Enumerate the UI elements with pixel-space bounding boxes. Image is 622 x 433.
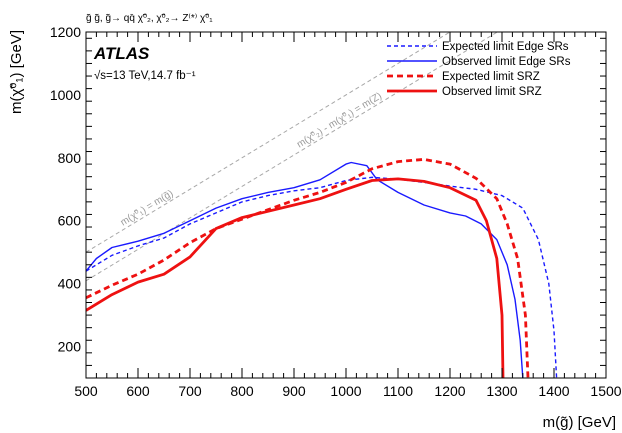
x-tick-label: 1200: [434, 383, 465, 399]
x-tick-label: 700: [178, 383, 202, 399]
legend-entry-label: Observed limit SRZ: [442, 86, 542, 98]
diagonal-line-labels: m(χ̃⁰₁) = m(g̃) m(χ̃⁰₂) - m(χ̃⁰₁) = m(Z): [119, 91, 384, 229]
diagonal-line: [86, 32, 451, 253]
x-axis-title: m(g̃) [GeV]: [543, 414, 616, 431]
x-tick-label: 600: [126, 383, 150, 399]
y-tick-label: 200: [58, 339, 82, 355]
legend: Expected limit Edge SRs Observed limit Ed…: [387, 41, 571, 98]
x-tick-label: 1100: [383, 383, 413, 399]
axis-ticks: [85, 32, 607, 379]
series-line: [86, 158, 530, 378]
legend-entry-label: Observed limit Edge SRs: [442, 56, 571, 68]
y-tick-label: 400: [58, 276, 82, 292]
legend-entry-label: Expected limit SRZ: [442, 71, 540, 83]
diagonal-line-label: m(χ̃⁰₁) = m(g̃): [119, 188, 176, 228]
legend-entry-label: Expected limit Edge SRs: [442, 41, 569, 53]
x-tick-label: 800: [230, 383, 254, 399]
limit-contours: [86, 158, 558, 378]
process-label: g̃ g̃, g̃→ qq̄ χ̃⁰₂, χ̃⁰₂→ Z⁽*⁾ χ̃⁰₁: [86, 13, 213, 24]
series-line: [86, 177, 505, 378]
axis-tick-labels: 500 600 700 800 900 1000 1100 1200 1300 1400 1500 2…: [50, 24, 622, 399]
experiment-label: ATLAS: [93, 44, 150, 63]
diagonal-line-label: m(χ̃⁰₂) - m(χ̃⁰₁) = m(Z): [295, 91, 384, 151]
x-tick-label: 1500: [590, 383, 621, 399]
y-tick-label: 800: [58, 150, 82, 166]
x-tick-label: 1400: [538, 383, 569, 399]
y-tick-label: 600: [58, 213, 82, 229]
y-tick-label: 1000: [50, 87, 81, 103]
x-tick-label: 1000: [330, 383, 361, 399]
series-line: [86, 161, 524, 378]
y-tick-label: 1200: [50, 24, 81, 40]
x-tick-label: 1300: [486, 383, 517, 399]
x-tick-label: 900: [282, 383, 306, 399]
energy-luminosity-label: √s=13 TeV,14.7 fb⁻¹: [94, 69, 196, 82]
x-tick-label: 500: [74, 383, 98, 399]
y-axis-title: m(χ̃⁰₁) [GeV]: [8, 30, 25, 114]
series-line: [86, 176, 558, 378]
